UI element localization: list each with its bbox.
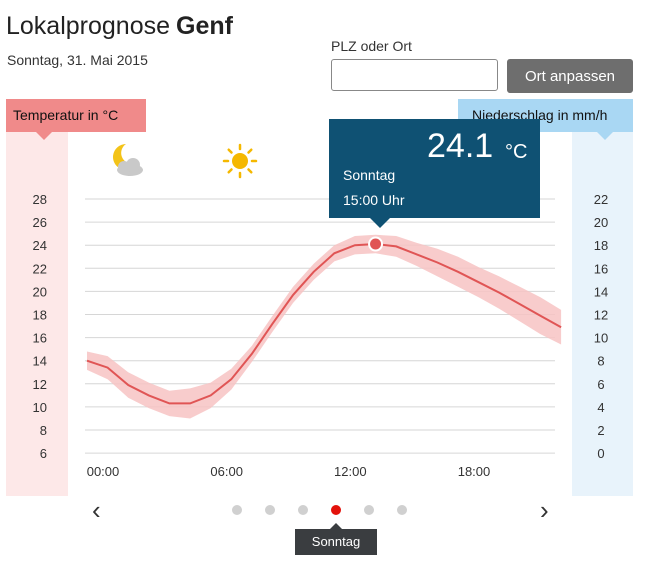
y-right-tick-label: 18 bbox=[594, 238, 608, 253]
y-right-tick-label: 0 bbox=[597, 446, 604, 461]
y-left-tick-label: 22 bbox=[33, 261, 47, 276]
moon-cloud-icon bbox=[113, 144, 143, 176]
y-left-tick-label: 8 bbox=[40, 423, 47, 438]
y-left-tick-label: 10 bbox=[33, 400, 47, 415]
y-right-tick-label: 14 bbox=[594, 284, 608, 299]
temperature-uncertainty-band bbox=[87, 234, 562, 419]
x-tick-label: 00:00 bbox=[87, 464, 120, 479]
tooltip-time: 15:00 Uhr bbox=[343, 192, 405, 208]
value-tooltip: 24.1 °C Sonntag 15:00 Uhr bbox=[329, 119, 540, 228]
tooltip-unit: °C bbox=[505, 141, 528, 163]
precipitation-axis-strip bbox=[572, 132, 633, 496]
forecast-date: Sonntag, 31. Mai 2015 bbox=[7, 52, 148, 68]
pagination-dot[interactable] bbox=[364, 505, 374, 515]
y-right-tick-label: 4 bbox=[597, 400, 604, 415]
y-right-tick-label: 20 bbox=[594, 215, 608, 230]
highlight-point[interactable] bbox=[368, 236, 384, 252]
active-day-label: Sonntag bbox=[295, 523, 377, 555]
plz-input[interactable] bbox=[331, 59, 498, 91]
y-right-tick-label: 16 bbox=[594, 261, 608, 276]
search-label: PLZ oder Ort bbox=[331, 38, 412, 54]
pagination-dot[interactable] bbox=[232, 505, 242, 515]
y-left-tick-label: 16 bbox=[33, 331, 47, 346]
y-right-tick-label: 22 bbox=[594, 192, 608, 207]
prev-day-button[interactable]: ‹ bbox=[92, 495, 101, 525]
title-prefix: Lokalprognose bbox=[6, 12, 171, 40]
pagination-dot[interactable] bbox=[298, 505, 308, 515]
y-left-tick-label: 6 bbox=[40, 446, 47, 461]
y-left-tick-label: 14 bbox=[33, 354, 47, 369]
temperature-axis-strip bbox=[6, 132, 68, 496]
pagination-dot[interactable] bbox=[265, 505, 275, 515]
sun-icon bbox=[222, 143, 258, 179]
pagination-dot[interactable] bbox=[331, 505, 341, 515]
next-day-button[interactable]: › bbox=[540, 495, 549, 525]
y-left-tick-label: 28 bbox=[33, 192, 47, 207]
tooltip-temperature: 24.1 bbox=[427, 127, 494, 165]
page-title: Lokalprognose Genf bbox=[6, 12, 233, 41]
temperature-legend: Temperatur in °C bbox=[6, 99, 146, 140]
temperature-line bbox=[86, 242, 562, 405]
tooltip-day: Sonntag bbox=[343, 167, 396, 183]
y-left-tick-label: 24 bbox=[33, 238, 47, 253]
y-right-tick-label: 10 bbox=[594, 331, 608, 346]
y-right-tick-label: 6 bbox=[597, 377, 604, 392]
y-left-tick-label: 18 bbox=[33, 308, 47, 323]
y-left-tick-label: 26 bbox=[33, 215, 47, 230]
x-tick-label: 18:00 bbox=[458, 464, 491, 479]
pagination-dot[interactable] bbox=[397, 505, 407, 515]
y-right-tick-label: 12 bbox=[594, 308, 608, 323]
y-left-tick-label: 20 bbox=[33, 284, 47, 299]
x-tick-label: 12:00 bbox=[334, 464, 367, 479]
adjust-location-button[interactable]: Ort anpassen bbox=[507, 59, 633, 93]
y-right-tick-label: 8 bbox=[597, 354, 604, 369]
y-left-tick-label: 12 bbox=[33, 377, 47, 392]
title-city: Genf bbox=[176, 12, 233, 40]
x-tick-label: 06:00 bbox=[210, 464, 243, 479]
y-right-tick-label: 2 bbox=[597, 423, 604, 438]
